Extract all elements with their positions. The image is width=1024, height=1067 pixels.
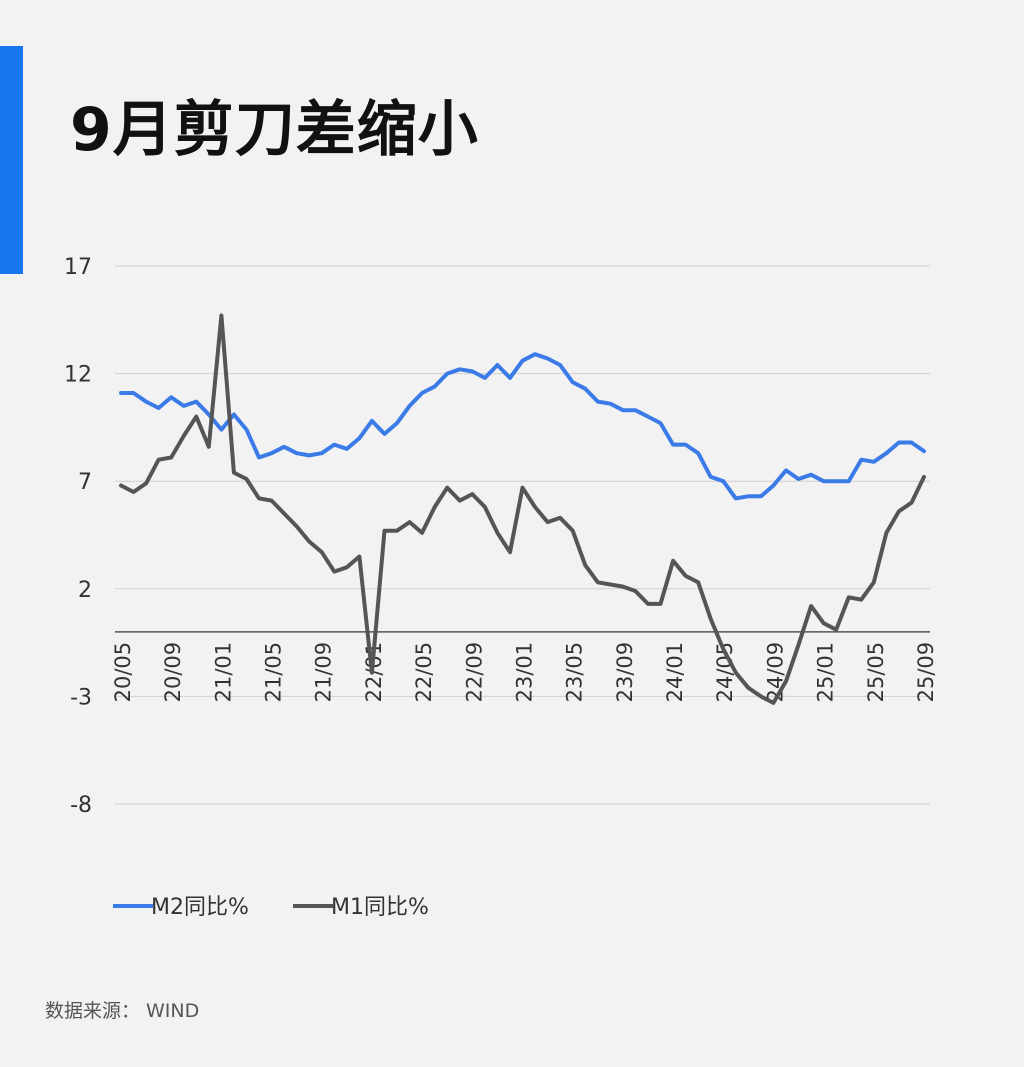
data-source: 数据来源： WIND <box>45 996 205 1023</box>
x-axis-ticks: 20/05 20/09 21/01 21/05 21/09 22/01 22/05 22/09… <box>111 642 938 703</box>
source-value: WIND <box>146 1000 200 1022</box>
legend-label: M2同比% <box>151 895 249 920</box>
x-tick-label: 22/05 <box>412 642 436 703</box>
x-tick-label: 24/01 <box>663 642 687 703</box>
x-tick-label: 21/01 <box>211 642 235 703</box>
x-tick-label: 25/09 <box>914 642 938 703</box>
x-tick-label: 23/05 <box>563 642 587 703</box>
x-tick-label: 21/05 <box>262 642 286 703</box>
y-tick-label: -3 <box>70 685 92 710</box>
x-tick-label: 20/09 <box>161 642 185 703</box>
x-tick-label: 22/09 <box>462 642 486 703</box>
x-tick-label: 20/05 <box>111 642 135 703</box>
page-title: 9月剪刀差缩小 <box>70 95 479 165</box>
y-tick-label: 12 <box>64 363 92 388</box>
series-lines <box>119 313 926 705</box>
x-tick-label: 25/01 <box>814 642 838 703</box>
series-line-m2 <box>119 352 926 501</box>
x-tick-label: 21/09 <box>312 642 336 703</box>
y-axis-ticks: 17 12 7 2 -3 -8 <box>64 255 92 818</box>
x-tick-label: 25/05 <box>864 642 888 703</box>
grid-lines <box>115 265 930 805</box>
x-tick-label: 23/09 <box>613 642 637 703</box>
accent-bar <box>0 46 23 274</box>
legend-label: M1同比% <box>331 895 429 920</box>
y-tick-label: 7 <box>78 470 92 495</box>
series-line-m1 <box>119 313 926 705</box>
y-tick-label: -8 <box>70 793 92 818</box>
x-tick-label: 24/09 <box>763 642 787 703</box>
legend: M2同比% M1同比% <box>113 895 429 920</box>
x-tick-label: 23/01 <box>513 642 537 703</box>
y-tick-label: 2 <box>78 578 92 603</box>
y-tick-label: 17 <box>64 255 92 280</box>
source-label: 数据来源： <box>45 1000 141 1022</box>
